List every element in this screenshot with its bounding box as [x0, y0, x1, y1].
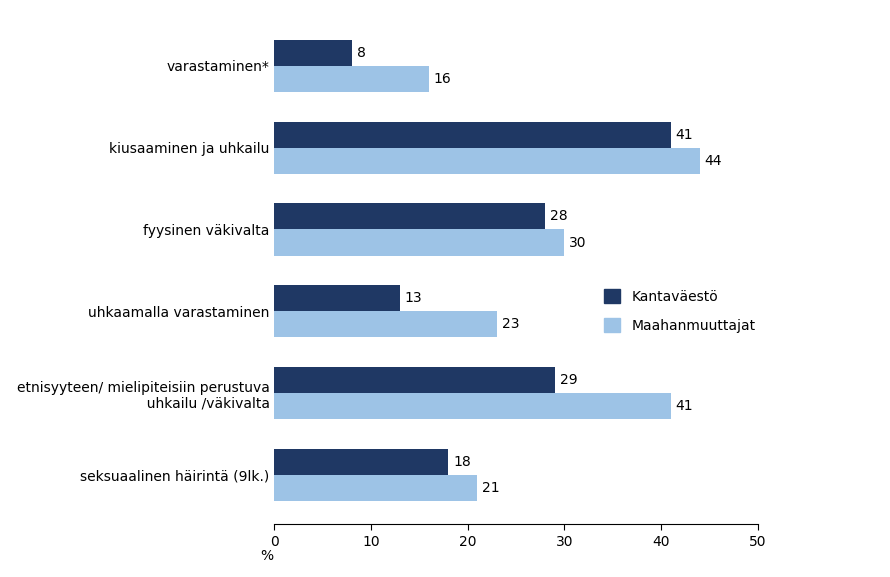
X-axis label: %: % [261, 549, 274, 564]
Bar [274, 122, 671, 148]
Bar [274, 230, 564, 256]
Text: 21: 21 [482, 481, 500, 495]
Bar [274, 393, 671, 419]
Bar [274, 449, 449, 475]
Bar [274, 475, 477, 501]
Bar [274, 311, 497, 338]
Text: 23: 23 [502, 317, 519, 331]
Bar [274, 66, 429, 92]
Text: 16: 16 [434, 72, 451, 86]
Bar [274, 285, 400, 311]
Text: 41: 41 [676, 128, 693, 141]
Text: 28: 28 [550, 209, 568, 223]
Bar [274, 367, 554, 393]
Bar [274, 40, 352, 66]
Text: 41: 41 [676, 399, 693, 413]
Text: 13: 13 [405, 291, 423, 305]
Text: 8: 8 [357, 46, 366, 60]
Text: 30: 30 [570, 235, 587, 250]
Text: 29: 29 [560, 373, 578, 387]
Legend: Kantaväestö, Maahanmuuttajat: Kantaväestö, Maahanmuuttajat [603, 289, 756, 333]
Bar [274, 203, 545, 230]
Text: 18: 18 [453, 455, 471, 469]
Text: 44: 44 [705, 154, 722, 168]
Bar [274, 148, 700, 174]
